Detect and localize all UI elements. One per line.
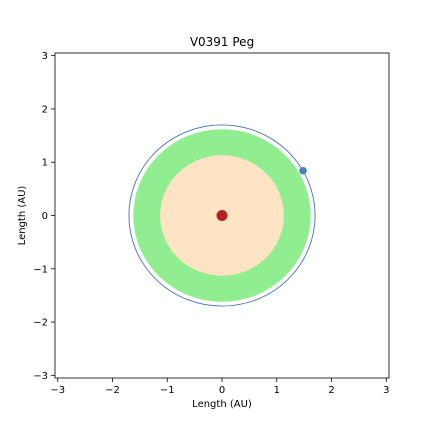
y-tick-label: −2 bbox=[33, 318, 48, 329]
y-tick-label: 2 bbox=[42, 104, 48, 115]
y-tick-label: 3 bbox=[42, 51, 48, 62]
y-tick-label: 1 bbox=[42, 158, 48, 169]
x-axis: −3 −2 −1 0 1 2 3 bbox=[50, 378, 389, 396]
y-axis-label: Length (AU) bbox=[17, 186, 28, 246]
star-marker bbox=[216, 210, 228, 221]
x-tick-label: −3 bbox=[50, 385, 65, 396]
data-layer bbox=[128, 124, 316, 307]
x-tick-label: 2 bbox=[328, 385, 334, 396]
y-axis: −3 −2 −1 0 1 2 3 bbox=[33, 51, 55, 382]
x-tick-label: 1 bbox=[274, 385, 280, 396]
x-tick-label: −1 bbox=[160, 385, 175, 396]
y-tick-label: 0 bbox=[42, 211, 48, 222]
y-tick-label: −3 bbox=[33, 371, 48, 382]
x-tick-label: −2 bbox=[105, 385, 120, 396]
x-tick-label: 3 bbox=[383, 385, 389, 396]
orbit-circle-0 bbox=[128, 124, 316, 307]
planet-marker bbox=[299, 166, 307, 175]
y-tick-label: −1 bbox=[33, 264, 48, 275]
x-tick-label: 0 bbox=[219, 385, 225, 396]
chart-title: V0391 Peg bbox=[190, 35, 254, 49]
x-axis-label: Length (AU) bbox=[192, 399, 252, 410]
